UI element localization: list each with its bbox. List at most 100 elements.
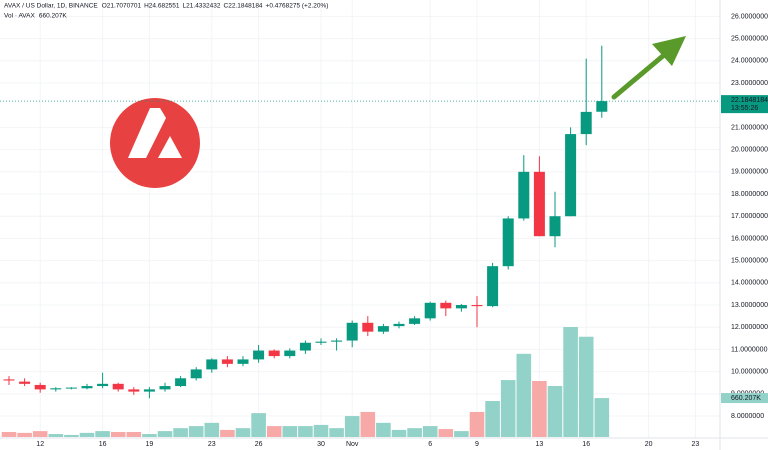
- candle-body: [253, 350, 265, 360]
- arrow-shaft: [611, 47, 673, 100]
- price-label-bg: [721, 95, 768, 114]
- candle-body: [487, 266, 499, 307]
- candle-body: [221, 359, 233, 364]
- volume-bar: [64, 434, 79, 437]
- volume-bar: [298, 426, 313, 437]
- x-tick-label: 12: [36, 441, 44, 448]
- x-tick-label: 19: [146, 441, 154, 448]
- ohlc-value: 21.7070701: [107, 3, 142, 10]
- candle-body: [284, 350, 296, 357]
- volume-bar: [79, 432, 95, 437]
- volume-bar: [376, 422, 391, 437]
- candle-body: [112, 383, 124, 390]
- y-tick-label: 11.0000000: [731, 346, 768, 353]
- volume-bar: [563, 327, 578, 437]
- x-tick-label: 26: [255, 441, 263, 448]
- volume-bar: [142, 434, 157, 437]
- candle-body: [580, 111, 592, 135]
- volume-title: Vol · AVAX: [4, 13, 35, 20]
- candle-body: [362, 322, 374, 332]
- volume-bar: [251, 413, 266, 437]
- volume-bar: [110, 431, 126, 437]
- volume-bar: [391, 429, 407, 437]
- volume-bar: [266, 426, 282, 437]
- y-tick-label: 13.0000000: [731, 302, 768, 309]
- volume-bar: [95, 431, 110, 437]
- candle-body: [81, 386, 93, 389]
- candle-body: [518, 171, 530, 219]
- volume-bar: [360, 411, 376, 437]
- volume-bar: [313, 424, 329, 437]
- x-tick-label: 23: [208, 441, 216, 448]
- candle-body: [190, 369, 202, 379]
- y-tick-label: 16.0000000: [731, 235, 768, 242]
- volume-bar: [547, 385, 563, 437]
- volume-bar: [173, 428, 188, 437]
- x-tick-label: 9: [475, 441, 479, 448]
- candle-body: [533, 171, 545, 237]
- marks: [0, 45, 720, 437]
- volume-bar: [329, 428, 344, 437]
- volume-bar: [500, 380, 516, 437]
- logo-circle: [110, 98, 200, 188]
- y-tick-label: 8.0000000: [731, 413, 764, 420]
- y-tick-label: 18.0000000: [731, 191, 768, 198]
- candle-body: [65, 387, 77, 389]
- candle-body: [206, 359, 218, 370]
- trend-arrow: [611, 36, 686, 100]
- chart-title: AVAX / US Dollar, 1D, BINANCE: [4, 3, 98, 10]
- price-label: 22.1848184: [731, 97, 768, 104]
- volume-bar: [422, 426, 438, 437]
- y-tick-label: 24.0000000: [731, 58, 768, 65]
- grid: [0, 0, 720, 438]
- header: AVAX / US Dollar, 1D, BINANCE O 21.707070…: [4, 3, 328, 20]
- volume-bar: [188, 426, 204, 437]
- volume-bar: [235, 428, 251, 437]
- x-tick-label: 13: [536, 441, 544, 448]
- y-tick-label: 15.0000000: [731, 257, 768, 264]
- candle-body: [409, 318, 421, 324]
- candle-body: [440, 302, 452, 309]
- x-tick-label: 23: [692, 441, 700, 448]
- volume-bar: [32, 431, 48, 437]
- candle-body: [471, 305, 483, 307]
- candle-body: [50, 388, 62, 390]
- y-tick-label: 23.0000000: [731, 80, 768, 87]
- volume-bar: [204, 422, 220, 437]
- candle-body: [34, 384, 46, 390]
- change: +0.4768275 (+2.20%): [266, 3, 329, 10]
- arrow-head: [652, 36, 686, 66]
- countdown: 13:55:26: [731, 105, 758, 112]
- volume-bar: [438, 429, 454, 437]
- candle-body: [377, 326, 389, 332]
- ohlc-label: L: [183, 3, 187, 10]
- candle-body: [175, 378, 187, 387]
- avax-logo: [110, 98, 200, 188]
- candle-body: [3, 379, 15, 381]
- volume-label-bg: [721, 393, 768, 404]
- volume-bar: [282, 426, 298, 437]
- candle-body: [128, 389, 140, 392]
- y-tick-label: 21.0000000: [731, 124, 768, 131]
- candle-body: [315, 341, 327, 343]
- candle-body: [596, 101, 608, 112]
- volume-bar: [126, 431, 142, 437]
- volume-bar: [48, 434, 64, 437]
- candle-body: [424, 302, 436, 319]
- volume-bar: [17, 432, 32, 437]
- x-tick-label: 6: [428, 441, 432, 448]
- volume-value: 660.207K: [39, 13, 67, 20]
- y-tick-label: 20.0000000: [731, 146, 768, 153]
- volume-bar: [532, 380, 547, 437]
- y-tick-label: 19.0000000: [731, 169, 768, 176]
- ohlc-label: C: [224, 3, 229, 10]
- candle-body: [97, 383, 109, 387]
- x-tick-label: 30: [317, 441, 325, 448]
- ohlc-label: H: [144, 3, 149, 10]
- candle-body: [393, 323, 405, 327]
- candle-body: [237, 359, 249, 364]
- candle-body: [346, 322, 358, 341]
- volume-bar: [157, 431, 173, 437]
- y-tick-label: 14.0000000: [731, 280, 768, 287]
- candle-body: [143, 389, 155, 392]
